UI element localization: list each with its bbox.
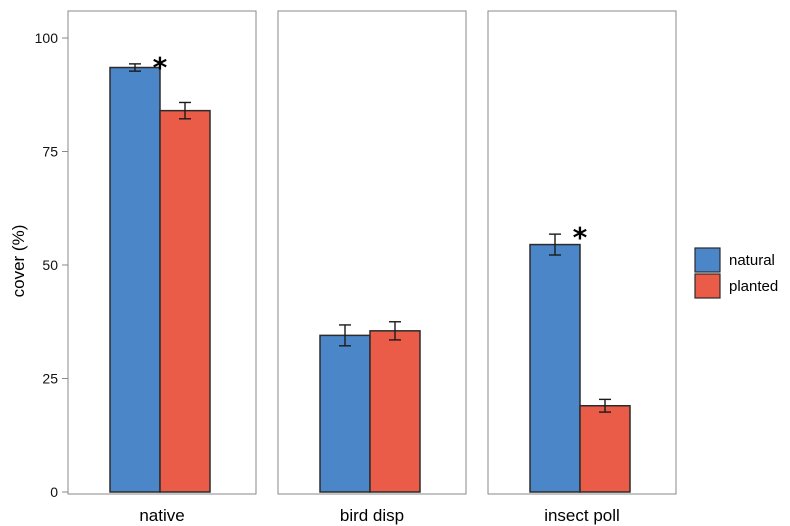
error-bar xyxy=(129,63,141,72)
error-bar xyxy=(599,398,611,413)
legend-item-planted: planted xyxy=(694,273,778,299)
y-axis-title: cover (%) xyxy=(9,225,28,298)
panel-native: * native xyxy=(67,10,257,525)
y-tick-label: 0 xyxy=(50,484,58,500)
bar-planted xyxy=(159,109,211,493)
legend-label: natural xyxy=(729,252,775,269)
error-bar xyxy=(389,321,401,341)
bar-planted xyxy=(369,330,421,493)
chart-panels: * native bird disp * insect poll xyxy=(67,10,677,525)
error-bar xyxy=(179,101,191,120)
legend-label: planted xyxy=(729,278,778,295)
legend-swatch xyxy=(694,247,721,273)
panel-bird-disp: bird disp xyxy=(277,10,467,525)
category-label: insect poll xyxy=(544,506,620,525)
error-bar xyxy=(549,233,561,256)
category-label: native xyxy=(139,506,184,525)
category-label: bird disp xyxy=(340,506,404,525)
bar-planted xyxy=(579,404,631,493)
y-tick-label: 25 xyxy=(42,371,58,387)
y-tick-label: 100 xyxy=(35,30,59,46)
legend: natural planted xyxy=(694,247,778,299)
y-axis: 0 25 50 75 100 xyxy=(35,30,68,500)
bar-natural xyxy=(109,66,161,493)
bar-natural xyxy=(319,334,371,493)
y-tick-label: 75 xyxy=(42,144,58,160)
error-bar xyxy=(339,324,351,347)
significance-marker: * xyxy=(153,51,168,84)
legend-swatch xyxy=(694,273,721,299)
significance-marker: * xyxy=(573,221,588,254)
bar-natural xyxy=(529,243,581,493)
y-tick-label: 50 xyxy=(42,257,58,273)
legend-item-natural: natural xyxy=(694,247,775,273)
panel-insect-poll: * insect poll xyxy=(487,10,677,525)
